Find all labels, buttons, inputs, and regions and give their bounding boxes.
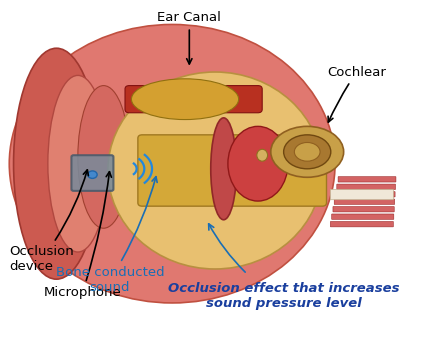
Ellipse shape <box>294 143 320 161</box>
FancyBboxPatch shape <box>336 192 395 197</box>
Text: Ear Canal: Ear Canal <box>157 12 221 64</box>
Ellipse shape <box>131 79 238 120</box>
Ellipse shape <box>9 25 335 303</box>
Text: Microphone: Microphone <box>44 172 121 299</box>
Ellipse shape <box>108 72 322 269</box>
FancyBboxPatch shape <box>337 184 396 190</box>
FancyBboxPatch shape <box>138 135 327 206</box>
FancyBboxPatch shape <box>333 207 394 212</box>
FancyBboxPatch shape <box>330 190 394 200</box>
Ellipse shape <box>211 118 236 220</box>
FancyBboxPatch shape <box>338 177 396 182</box>
FancyBboxPatch shape <box>125 86 262 113</box>
Ellipse shape <box>228 127 288 201</box>
Ellipse shape <box>13 48 99 279</box>
Ellipse shape <box>78 86 129 228</box>
Ellipse shape <box>48 75 108 252</box>
FancyBboxPatch shape <box>334 199 395 205</box>
Text: Bone conducted
sound: Bone conducted sound <box>56 177 164 294</box>
Ellipse shape <box>284 135 331 169</box>
Text: Cochlear: Cochlear <box>327 66 386 122</box>
FancyBboxPatch shape <box>71 155 114 191</box>
Text: Occlusion effect that increases
sound pressure level: Occlusion effect that increases sound pr… <box>168 282 399 310</box>
FancyBboxPatch shape <box>330 221 394 227</box>
Circle shape <box>88 171 97 178</box>
Ellipse shape <box>271 127 343 177</box>
FancyBboxPatch shape <box>332 214 394 219</box>
Text: Occlusion
device: Occlusion device <box>9 170 89 273</box>
Ellipse shape <box>257 149 267 161</box>
